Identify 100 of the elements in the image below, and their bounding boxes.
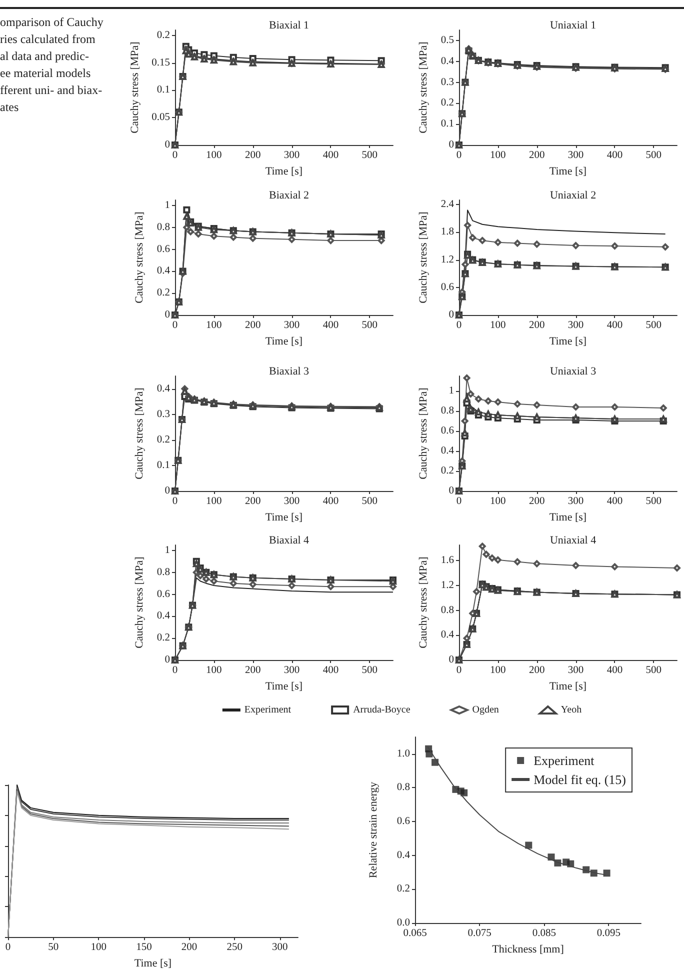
x-tick-label: 0 xyxy=(172,150,178,161)
chart-title: Uniaxial 4 xyxy=(550,534,597,546)
y-axis-title: Cauchy stress [MPa] xyxy=(134,212,146,304)
x-tick-label: 0 xyxy=(456,665,462,676)
x-tick-label: 200 xyxy=(528,665,545,676)
y-tick-label: 1.8 xyxy=(440,226,454,238)
x-tick-label: 400 xyxy=(322,665,339,676)
x-tick-label: 300 xyxy=(284,320,300,331)
y-tick-label: 0.4 xyxy=(440,446,455,456)
x-tick-label: 0 xyxy=(456,150,462,161)
y-tick-label: 0.6 xyxy=(440,282,454,293)
y-tick-label: 0.2 xyxy=(396,884,410,895)
x-axis-title: Time [s] xyxy=(265,511,303,524)
x-tick-label: 300 xyxy=(568,320,584,331)
x-tick-label: 200 xyxy=(244,496,261,507)
y-tick-label: 0.4 xyxy=(396,850,411,861)
x-tick-label: 300 xyxy=(568,496,584,507)
y-tick-label: 1 xyxy=(448,386,454,396)
y-tick-label: 1 xyxy=(164,200,170,211)
y-tick-label: 0 xyxy=(164,486,170,496)
x-axis-title: Time [s] xyxy=(265,680,303,692)
x-tick-label: 400 xyxy=(606,496,623,507)
y-tick-label: 0.6 xyxy=(156,588,170,600)
y-tick-label: 1.6 xyxy=(440,555,454,566)
x-tick-label: 0.095 xyxy=(596,928,621,939)
chart-title: Uniaxial 1 xyxy=(550,20,596,32)
x-tick-label: 0 xyxy=(456,496,462,507)
y-tick-label: 1.2 xyxy=(440,580,454,591)
x-tick-label: 300 xyxy=(284,665,300,676)
x-tick-label: 0.065 xyxy=(403,928,427,939)
x-tick-label: 500 xyxy=(362,665,378,676)
y-tick-label: 0.4 xyxy=(440,630,455,641)
legend-label: Model fit eq. (15) xyxy=(534,772,626,787)
x-tick-label: 500 xyxy=(646,320,662,331)
y-axis-title: Cauchy stress [MPa] xyxy=(134,556,146,648)
x-tick-label: 100 xyxy=(206,320,222,331)
y-tick-label: 0.2 xyxy=(156,632,170,644)
x-tick-label: 0 xyxy=(172,665,178,676)
x-tick-label: 0.075 xyxy=(468,928,492,939)
y-tick-label: 0.8 xyxy=(440,604,454,616)
y-tick-label: 2.4 xyxy=(440,199,455,210)
text: ee material models xyxy=(0,65,92,82)
y-tick-label: 0 xyxy=(164,310,170,320)
y-tick-label: 0.8 xyxy=(156,222,170,233)
x-tick-label: 500 xyxy=(362,496,378,507)
x-tick-label: 400 xyxy=(322,496,339,507)
y-tick-label: 0.4 xyxy=(156,610,171,622)
x-tick-label: 200 xyxy=(528,320,545,331)
text: ries calculated from xyxy=(0,31,96,48)
y-tick-label: 0.2 xyxy=(156,288,170,299)
x-tick-label: 200 xyxy=(181,942,198,954)
x-tick-label: 300 xyxy=(284,496,300,507)
text: al data and predic- xyxy=(0,48,90,65)
x-tick-label: 100 xyxy=(206,665,222,676)
x-tick-label: 0 xyxy=(456,320,462,331)
y-tick-label: 0.2 xyxy=(440,98,454,109)
chart-title: Biaxial 1 xyxy=(268,20,310,32)
y-tick-label: 0 xyxy=(164,654,170,666)
y-axis-title: Cauchy stress [MPa] xyxy=(418,42,430,134)
y-axis-title: Cauchy stress [MPa] xyxy=(418,388,430,480)
legend-label: Arruda-Boyce xyxy=(353,704,411,716)
x-tick-label: 0 xyxy=(5,942,11,954)
x-tick-label: 0.085 xyxy=(532,928,556,939)
x-tick-label: 250 xyxy=(226,942,242,954)
x-axis-title: Thickness [mm] xyxy=(492,943,564,956)
x-tick-label: 500 xyxy=(646,496,662,507)
y-tick-label: 0.5 xyxy=(440,34,454,46)
legend-label: Experiment xyxy=(534,753,595,768)
x-tick-label: 0 xyxy=(172,320,178,331)
x-axis-title: Time [s] xyxy=(134,958,172,970)
x-axis-title: Time [s] xyxy=(265,335,303,348)
x-tick-label: 0 xyxy=(172,496,178,507)
y-tick-label: 0.2 xyxy=(440,466,454,476)
x-tick-label: 300 xyxy=(568,665,584,676)
x-tick-label: 300 xyxy=(284,150,300,161)
x-tick-label: 300 xyxy=(272,942,288,954)
y-tick-label: 0.4 xyxy=(156,383,171,394)
y-tick-label: 0 xyxy=(164,140,170,150)
legend-label: Experiment xyxy=(244,704,292,716)
x-tick-label: 400 xyxy=(606,150,623,161)
y-tick-label: 0.05 xyxy=(152,112,170,124)
x-tick-label: 500 xyxy=(646,665,662,676)
y-tick-label: 0 xyxy=(448,310,454,320)
x-tick-label: 500 xyxy=(362,150,378,161)
x-axis-title: Time [s] xyxy=(265,165,303,178)
y-tick-label: 0.3 xyxy=(156,408,170,420)
y-tick-label: 0.0 xyxy=(396,918,410,928)
chart-title: Uniaxial 3 xyxy=(550,366,597,378)
y-tick-label: 0.1 xyxy=(156,84,170,96)
x-tick-label: 400 xyxy=(606,320,623,331)
text: omparison of Cauchy xyxy=(0,14,104,31)
legend-label: Ogden xyxy=(472,704,499,716)
x-axis-title: Time [s] xyxy=(549,680,587,692)
y-axis-title: Cauchy stress [MPa] xyxy=(418,556,430,648)
y-tick-label: 0 xyxy=(448,140,454,150)
y-tick-label: 0.2 xyxy=(156,30,170,41)
x-tick-label: 150 xyxy=(136,942,152,954)
text: fferent uni- and biax- xyxy=(0,82,104,99)
y-tick-label: 0.1 xyxy=(156,460,170,471)
x-tick-label: 200 xyxy=(244,150,261,161)
